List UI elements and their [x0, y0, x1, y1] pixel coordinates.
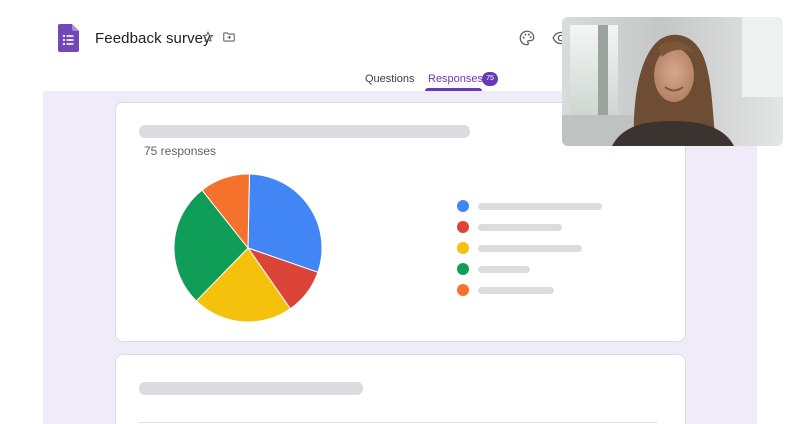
legend-item: [457, 221, 617, 233]
forms-logo-icon[interactable]: [58, 24, 79, 52]
active-tab-indicator: [425, 88, 482, 91]
legend-color-swatch: [457, 263, 469, 275]
palette-icon[interactable]: [518, 29, 536, 47]
question-title-placeholder-2: [139, 382, 363, 395]
question-card: [115, 354, 686, 424]
legend-label-placeholder: [478, 203, 602, 210]
document-title[interactable]: Feedback survey: [95, 30, 211, 47]
legend-item: [457, 263, 617, 275]
legend-label-placeholder: [478, 245, 582, 252]
legend-item: [457, 242, 617, 254]
legend-label-placeholder: [478, 266, 530, 273]
question-title-placeholder: [139, 125, 470, 138]
pie-slice-5[interactable]: [201, 173, 250, 250]
tab-questions[interactable]: Questions: [365, 73, 415, 85]
webcam-video-overlay: [562, 17, 783, 146]
tab-responses[interactable]: Responses: [428, 73, 484, 85]
legend-label-placeholder: [478, 224, 562, 231]
legend-color-swatch: [457, 242, 469, 254]
pie-chart: [173, 173, 323, 323]
legend-color-swatch: [457, 200, 469, 212]
legend-item: [457, 284, 617, 296]
folder-move-icon[interactable]: [222, 30, 236, 44]
card-divider: [139, 422, 657, 423]
pie-slice-3[interactable]: [195, 247, 291, 323]
legend-color-swatch: [457, 221, 469, 233]
response-count-label: 75 responses: [144, 144, 217, 158]
legend-label-placeholder: [478, 287, 554, 294]
star-icon[interactable]: [201, 30, 215, 44]
legend-item: [457, 200, 617, 212]
pie-slice-1[interactable]: [247, 173, 323, 273]
pie-slice-4[interactable]: [173, 189, 249, 302]
legend-color-swatch: [457, 284, 469, 296]
responses-count-badge: 75: [482, 72, 498, 86]
